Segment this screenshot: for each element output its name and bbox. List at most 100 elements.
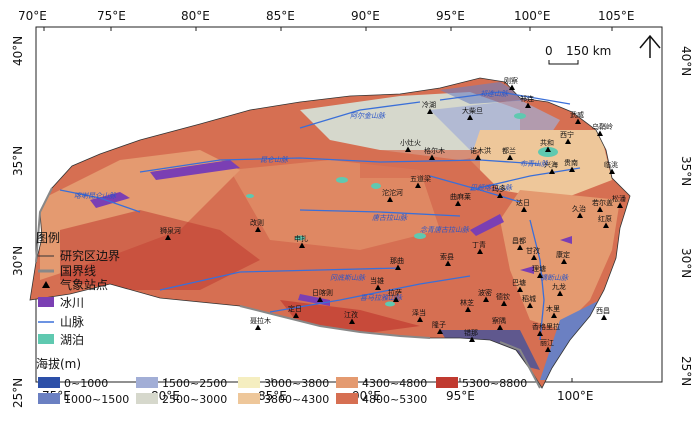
station-label: 康定: [556, 250, 570, 259]
station-label: 红原: [598, 214, 612, 223]
station-label: 若尔盖: [592, 198, 613, 207]
station-label: 五道梁: [410, 174, 431, 183]
station-marker: [501, 300, 507, 306]
range-label: 念青唐古拉山脉: [420, 226, 470, 234]
station-label: 诺木洪: [470, 146, 491, 155]
top-longitude-labels: 70°E 75°E 80°E 85°E 90°E 95°E 100°E 105°…: [18, 9, 635, 23]
station-label: 临洮: [604, 160, 618, 169]
range-label: 喜马拉雅山脉: [360, 294, 403, 302]
station-marker: [509, 84, 515, 90]
station-marker: [455, 200, 461, 206]
lon-tick: 95°E: [436, 9, 465, 23]
range-label: 巴颜喀拉山脉: [470, 184, 513, 192]
lon-tick: 100°E: [557, 389, 594, 403]
station-marker: [467, 114, 473, 120]
lon-tick: 85°E: [266, 9, 295, 23]
lon-tick: 95°E: [446, 389, 475, 403]
lon-tick: 90°E: [352, 389, 381, 403]
elevation-swatch: [136, 377, 158, 388]
lon-tick: 105°E: [598, 9, 635, 23]
station-marker: [393, 296, 399, 302]
station-label: 久治: [572, 204, 586, 213]
lon-tick: 85°E: [258, 389, 287, 403]
station-marker: [417, 316, 423, 322]
station-label: 林芝: [460, 298, 474, 307]
station-marker: [521, 206, 527, 212]
station-marker: [549, 168, 555, 174]
station-marker: [483, 296, 489, 302]
lon-tick: 75°E: [97, 9, 126, 23]
lat-tick: 30°N: [679, 248, 693, 278]
station-marker: [527, 302, 533, 308]
triangle-icon: [42, 281, 50, 288]
lat-tick: 30°N: [11, 246, 25, 276]
elevation-label: 1500~2500: [162, 377, 227, 390]
station-label: 泽当: [412, 308, 426, 317]
station-marker: [507, 154, 513, 160]
elevation-title: 海拔(m): [36, 356, 81, 371]
elevation-swatch: [436, 377, 458, 388]
range-label: 昆仑山脉: [260, 156, 289, 164]
station-label: 武威: [570, 110, 584, 119]
elevation-label: 0~1000: [64, 377, 108, 390]
station-label: 小灶火: [400, 138, 421, 147]
station-marker: [557, 290, 563, 296]
range-label: 唐古拉山脉: [372, 214, 408, 222]
station-label: 拉萨: [388, 288, 402, 297]
station-marker: [437, 328, 443, 334]
station-marker: [299, 242, 305, 248]
elevation-swatch: [38, 393, 60, 404]
station-label: 索县: [440, 252, 454, 261]
station-label: 理塘: [532, 264, 546, 273]
mountain-ranges: [59, 91, 581, 341]
station-marker: [545, 346, 551, 352]
station-marker: [293, 312, 299, 318]
range-labels: 祁连山脉 阿尔金山脉 昆仑山脉 唐古拉山脉 喀喇昆仑山脉 冈底斯山脉 喜马拉雅山…: [74, 90, 569, 302]
station-label: 丁青: [472, 240, 486, 249]
station-label: 江孜: [344, 310, 358, 319]
station-label: 大柴旦: [462, 106, 483, 115]
station-label: 西昌: [596, 307, 610, 315]
station-label: 当雄: [370, 276, 384, 285]
station-marker: [537, 330, 543, 336]
lakes: [246, 113, 558, 307]
station-marker: [569, 166, 575, 172]
range-label: 阿尔金山脉: [350, 112, 386, 120]
station-label: 贵南: [564, 158, 578, 167]
station-label: 香格里拉: [532, 322, 560, 331]
station-marker: [375, 284, 381, 290]
station-marker: [405, 146, 411, 152]
station-marker: [475, 154, 481, 160]
station-label: 冷湖: [422, 100, 436, 109]
lat-tick: 25°N: [679, 356, 693, 386]
station-label: 木里: [546, 304, 560, 313]
legend-label: 湖泊: [60, 332, 84, 347]
station-marker: [255, 324, 261, 330]
elevation-label: 4300~4800: [362, 377, 427, 390]
station-marker: [165, 234, 171, 240]
station-marker: [545, 146, 551, 152]
left-latitude-labels: 40°N 35°N 30°N 25°N: [11, 36, 25, 408]
elevation-legend: 0~1000 1000~1500 1500~2500 2500~3000 300…: [38, 377, 527, 406]
station-marker: [597, 130, 603, 136]
range-label: 喀喇昆仑山脉: [74, 192, 117, 200]
station-label: 九龙: [552, 282, 566, 291]
station-label: 那曲: [390, 256, 404, 265]
station-marker: [465, 306, 471, 312]
station-marker: [525, 102, 531, 108]
station-label: 兴海: [544, 160, 558, 169]
station-label: 祁连: [520, 94, 534, 103]
bottom-longitude-labels: 75°E 80°E 85°E 90°E 95°E 100°E: [42, 389, 594, 403]
station-label: 狮泉河: [160, 226, 181, 235]
station-label: 格尔木: [424, 146, 445, 155]
station-label: 日喀则: [312, 288, 333, 297]
legend-symbol-lake: [38, 334, 54, 344]
station-label: 沱沱河: [382, 188, 403, 197]
range-label: 横断山脉: [540, 274, 569, 282]
elevation-swatch: [336, 393, 358, 404]
station-marker: [429, 154, 435, 160]
station-label: 丽江: [540, 339, 554, 347]
station-label: 曲麻莱: [450, 192, 471, 201]
elevation-label: 2500~3000: [162, 393, 227, 406]
